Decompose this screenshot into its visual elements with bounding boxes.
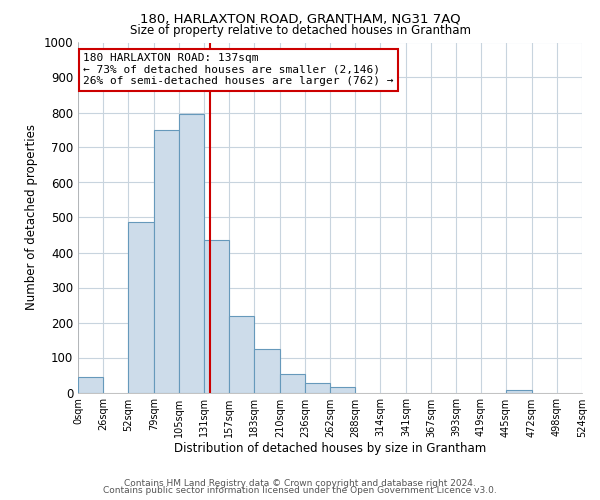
Text: 180 HARLAXTON ROAD: 137sqm
← 73% of detached houses are smaller (2,146)
26% of s: 180 HARLAXTON ROAD: 137sqm ← 73% of deta… [83, 53, 394, 86]
Text: Contains public sector information licensed under the Open Government Licence v3: Contains public sector information licen… [103, 486, 497, 495]
Bar [506, 390, 532, 392]
Y-axis label: Number of detached properties: Number of detached properties [25, 124, 38, 310]
Bar [305, 382, 330, 392]
Text: 180, HARLAXTON ROAD, GRANTHAM, NG31 7AQ: 180, HARLAXTON ROAD, GRANTHAM, NG31 7AQ [140, 12, 460, 26]
Bar [204, 240, 229, 392]
Bar [179, 114, 204, 392]
X-axis label: Distribution of detached houses by size in Grantham: Distribution of detached houses by size … [174, 442, 486, 456]
Bar [330, 387, 355, 392]
Text: Size of property relative to detached houses in Grantham: Size of property relative to detached ho… [130, 24, 470, 37]
Bar [78, 378, 103, 392]
Bar [254, 349, 280, 393]
Bar [280, 374, 305, 392]
Bar [128, 222, 154, 392]
Text: Contains HM Land Registry data © Crown copyright and database right 2024.: Contains HM Land Registry data © Crown c… [124, 478, 476, 488]
Bar [154, 130, 179, 392]
Bar [229, 316, 254, 392]
